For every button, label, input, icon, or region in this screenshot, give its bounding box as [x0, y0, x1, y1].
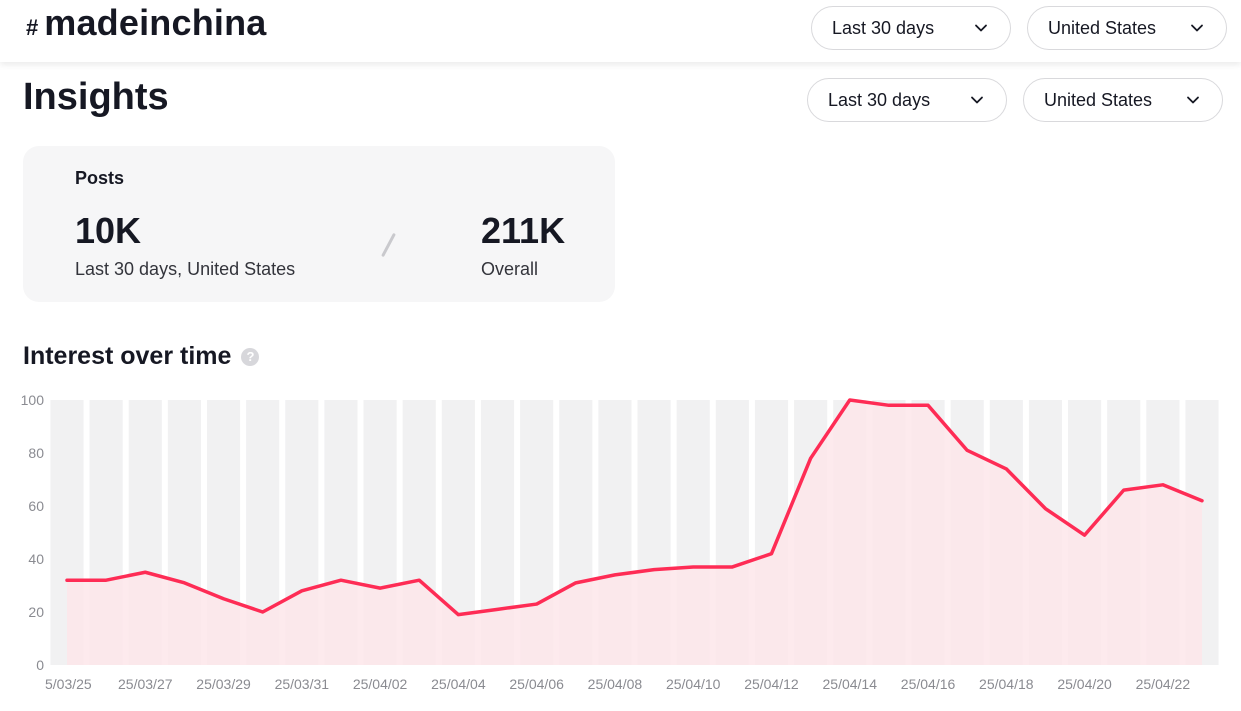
x-tick-label: 25/04/02 [353, 676, 408, 692]
region-label: United States [1044, 89, 1153, 110]
x-tick-label: 25/04/04 [431, 676, 486, 692]
x-tick-label: 25/04/06 [509, 676, 564, 692]
y-tick-label: 40 [28, 551, 44, 567]
header-region-dropdown[interactable]: United States [1027, 6, 1227, 50]
x-tick-label: 25/04/14 [823, 676, 878, 692]
overall-posts-caption: Overall [481, 259, 539, 279]
x-tick-label: 25/03/31 [275, 676, 330, 692]
insights-title: Insights [23, 76, 169, 118]
series-line [65, 398, 1204, 617]
overall-posts-value: 211K [481, 210, 566, 251]
posts-label: Posts [75, 168, 125, 188]
posts-card: Posts 10K Last 30 days, United States 21… [23, 146, 615, 302]
chevron-down-icon [974, 21, 988, 35]
period-label: Last 30 days [828, 89, 931, 110]
region-dropdown[interactable]: United States [1023, 78, 1223, 122]
help-icon[interactable]: ? [241, 347, 260, 366]
x-tick-label: 25/03/29 [196, 676, 251, 692]
period-dropdown[interactable]: Last 30 days [807, 78, 1007, 122]
header-period-dropdown[interactable]: Last 30 days [811, 6, 1011, 50]
y-tick-label: 60 [28, 498, 44, 514]
top-header-bar: # madeinchina Last 30 days United States [0, 0, 1241, 62]
header-period-label: Last 30 days [832, 17, 935, 38]
x-tick-label: 25/04/10 [666, 676, 721, 692]
x-tick-label: 25/04/20 [1057, 676, 1112, 692]
divider-slash [381, 232, 396, 258]
recent-posts-value: 10K [75, 210, 142, 251]
y-tick-label: 80 [28, 445, 44, 461]
x-tick-label: 5/03/25 [45, 676, 92, 692]
x-tick-label: 25/04/18 [979, 676, 1034, 692]
chevron-down-icon [970, 93, 984, 107]
y-tick-label: 100 [21, 392, 45, 408]
y-tick-label: 0 [36, 657, 44, 673]
x-tick-label: 25/04/22 [1136, 676, 1191, 692]
x-tick-label: 25/03/27 [118, 676, 173, 692]
header-region-label: United States [1048, 17, 1157, 38]
x-tick-label: 25/04/16 [901, 676, 956, 692]
x-tick-label: 25/04/12 [744, 676, 799, 692]
hash-icon: # [26, 15, 39, 40]
recent-posts-caption: Last 30 days, United States [75, 259, 296, 279]
hashtag-title: madeinchina [44, 2, 267, 43]
hashtag-heading: # madeinchina [26, 2, 267, 44]
x-tick-label: 25/04/08 [588, 676, 643, 692]
interest-title-text: Interest over time [23, 342, 232, 370]
interest-over-time-title: Interest over time ? [23, 342, 260, 371]
area-fill [67, 400, 1202, 665]
y-tick-label: 20 [28, 604, 44, 620]
chevron-down-icon [1190, 21, 1204, 35]
chevron-down-icon [1186, 93, 1200, 107]
interest-chart: 0 20 40 60 80 100 5/03/25 25/03/27 25/03/29 25/03… [21, 392, 1220, 692]
